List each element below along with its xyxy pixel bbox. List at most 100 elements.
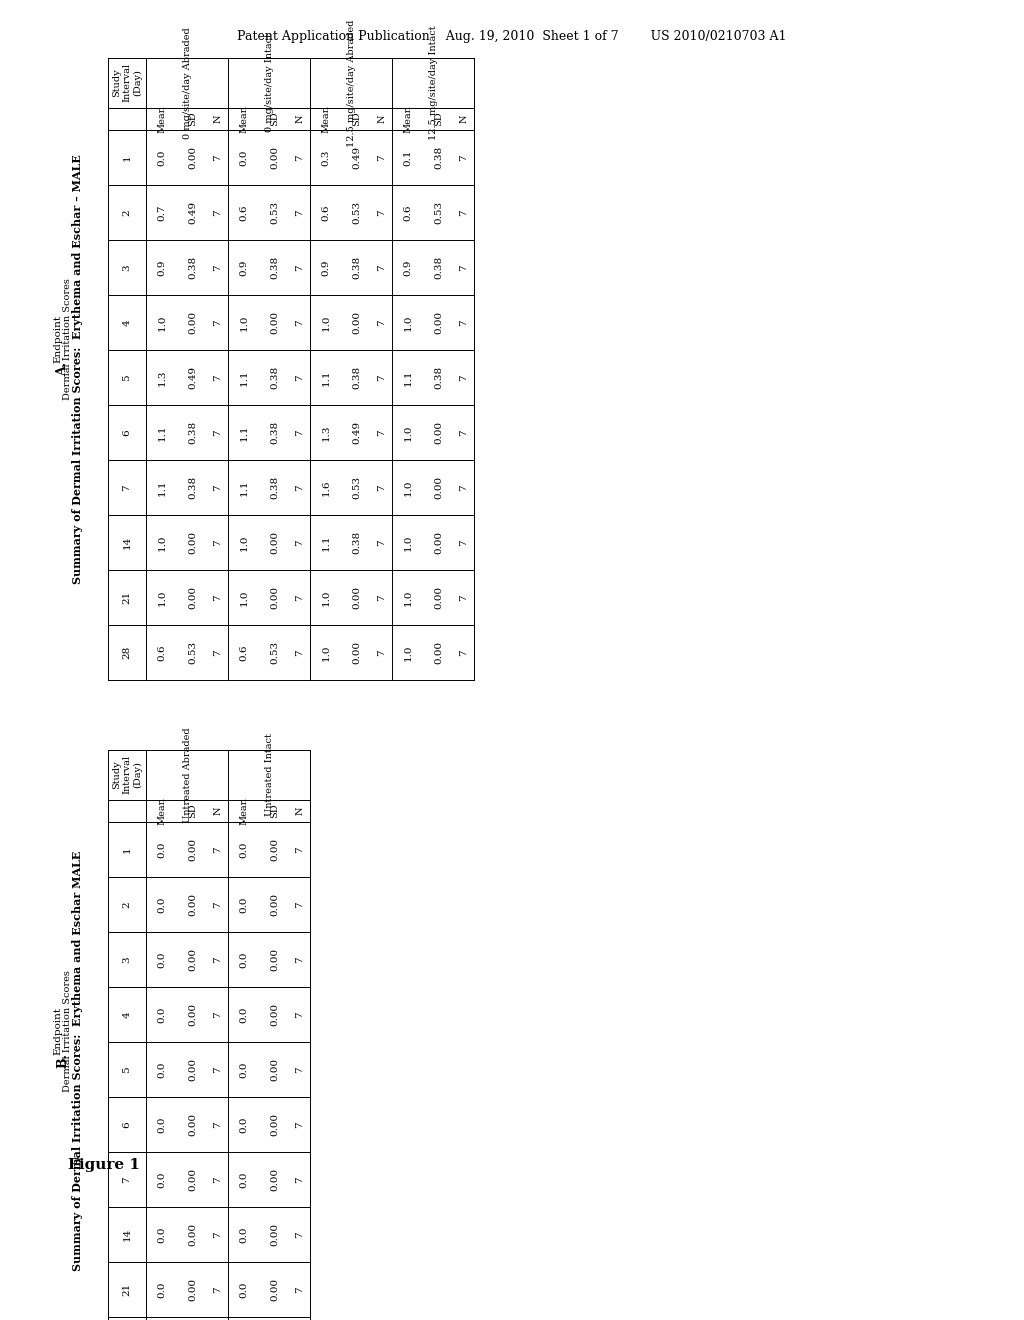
Text: 0.0: 0.0 [158,1171,167,1188]
Text: 0.00: 0.00 [434,642,443,664]
Text: 7: 7 [460,649,469,656]
Text: 7: 7 [460,374,469,380]
Text: 1: 1 [123,154,131,161]
Text: 0.00: 0.00 [352,642,361,664]
Text: 1.0: 1.0 [240,535,249,550]
Text: 3: 3 [123,956,131,962]
Text: Mean: Mean [158,797,167,825]
Text: 7: 7 [213,374,222,380]
Text: 0 mg/site/day Abraded: 0 mg/site/day Abraded [182,28,191,139]
Text: 0.49: 0.49 [352,147,361,169]
Text: SD: SD [270,804,280,818]
Text: 0.00: 0.00 [434,421,443,444]
Text: 12.5 mg/site/day Intact: 12.5 mg/site/day Intact [428,25,437,140]
Text: 7: 7 [296,209,304,215]
Text: 7: 7 [296,539,304,545]
Text: 0.00: 0.00 [270,147,280,169]
Text: 7: 7 [296,1011,304,1018]
Text: 7: 7 [296,594,304,601]
Text: 7: 7 [123,1176,131,1183]
Text: 7: 7 [296,1286,304,1292]
Text: 7: 7 [460,484,469,491]
Text: 0.00: 0.00 [270,1222,280,1246]
Text: 2: 2 [123,209,131,215]
Text: 7: 7 [296,484,304,491]
Text: SD: SD [188,804,198,818]
Text: Summary of Dermal Irritation Scores:  Erythema and Eschar – MALE: Summary of Dermal Irritation Scores: Ery… [73,154,84,583]
Text: 7: 7 [213,1067,222,1073]
Text: 28: 28 [123,645,131,659]
Text: 7: 7 [378,539,386,545]
Text: 4: 4 [123,319,131,326]
Text: 0.00: 0.00 [270,1003,280,1026]
Text: 0.0: 0.0 [158,1061,167,1077]
Text: Dermal Irritation Scores: Dermal Irritation Scores [63,279,73,400]
Text: 7: 7 [296,1176,304,1183]
Text: Untreated Intact: Untreated Intact [264,734,273,817]
Text: 0.00: 0.00 [270,586,280,609]
Text: 21: 21 [123,591,131,605]
Text: 0.53: 0.53 [270,201,280,224]
Text: 0.0: 0.0 [158,1282,167,1298]
Text: 0.00: 0.00 [188,531,198,554]
Text: 0.6: 0.6 [240,644,249,661]
Text: 7: 7 [213,902,222,908]
Text: 0.6: 0.6 [158,644,167,661]
Text: 0.53: 0.53 [352,477,361,499]
Text: 0.00: 0.00 [270,1278,280,1302]
Text: 7: 7 [378,649,386,656]
Text: 0.00: 0.00 [352,586,361,609]
Text: 7: 7 [296,649,304,656]
Text: 7: 7 [296,1067,304,1073]
Text: 1.0: 1.0 [240,314,249,331]
Text: 0.9: 0.9 [158,259,167,276]
Text: SD: SD [270,112,280,127]
Text: 1.0: 1.0 [322,314,331,331]
Text: 0.6: 0.6 [403,205,413,220]
Text: 0.00: 0.00 [434,477,443,499]
Text: 5: 5 [123,374,131,380]
Text: 0.3: 0.3 [322,149,331,166]
Text: 14: 14 [123,536,131,549]
Text: 7: 7 [460,154,469,161]
Text: 0.38: 0.38 [270,421,280,444]
Text: 0.0: 0.0 [240,1061,249,1077]
Text: 7: 7 [378,594,386,601]
Text: 0.0: 0.0 [240,1282,249,1298]
Text: 4: 4 [123,1011,131,1018]
Text: 0.53: 0.53 [434,201,443,224]
Text: 7: 7 [213,429,222,436]
Text: 7: 7 [213,209,222,215]
Text: Mean: Mean [158,106,167,133]
Text: 5: 5 [123,1067,131,1073]
Text: 7: 7 [296,902,304,908]
Text: 0.0: 0.0 [240,1171,249,1188]
Text: Dermal Irritation Scores: Dermal Irritation Scores [63,970,73,1092]
Text: Mean: Mean [240,106,249,133]
Text: 1.0: 1.0 [403,589,413,606]
Text: Mean: Mean [322,106,331,133]
Text: 12.5 mg/site/day Abraded: 12.5 mg/site/day Abraded [346,20,355,147]
Text: Mean: Mean [403,106,413,133]
Text: 0.00: 0.00 [188,312,198,334]
Text: 0.00: 0.00 [188,892,198,916]
Text: 0.0: 0.0 [158,841,167,858]
Text: 7: 7 [378,319,386,326]
Text: 1.0: 1.0 [322,589,331,606]
Text: 1.0: 1.0 [403,644,413,661]
Text: 21: 21 [123,1283,131,1296]
Text: 0.00: 0.00 [270,312,280,334]
Text: 7: 7 [460,539,469,545]
Text: 0.00: 0.00 [188,1168,198,1191]
Text: 1.0: 1.0 [403,535,413,550]
Text: 0.38: 0.38 [352,366,361,389]
Text: 1.0: 1.0 [403,479,413,496]
Text: 7: 7 [123,484,131,491]
Text: 1.0: 1.0 [158,535,167,550]
Text: N: N [460,115,469,123]
Text: 7: 7 [378,209,386,215]
Text: 0.49: 0.49 [188,366,198,389]
Text: 0.6: 0.6 [322,205,331,220]
Text: SD: SD [434,112,443,127]
Text: 7: 7 [460,209,469,215]
